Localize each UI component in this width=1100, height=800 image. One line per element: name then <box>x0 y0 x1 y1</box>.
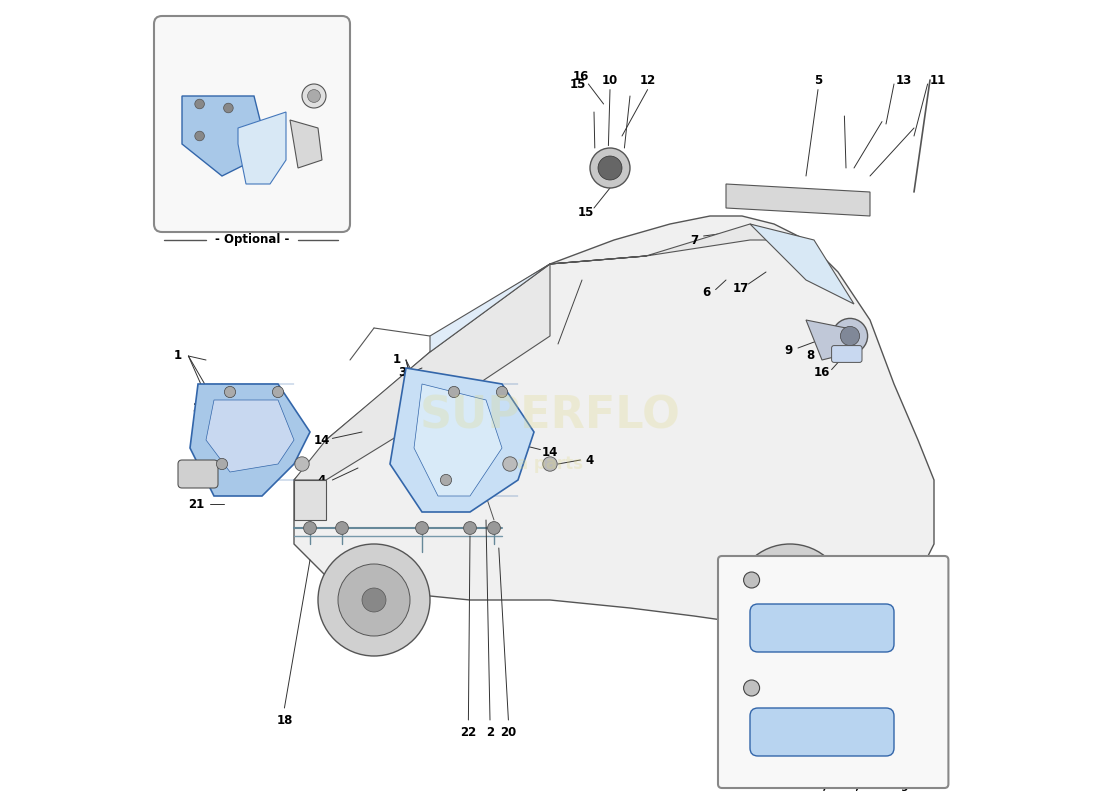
Polygon shape <box>750 224 854 304</box>
Circle shape <box>496 386 507 398</box>
Circle shape <box>338 564 410 636</box>
FancyBboxPatch shape <box>154 16 350 232</box>
Text: 13: 13 <box>895 74 912 86</box>
FancyBboxPatch shape <box>750 708 894 756</box>
Circle shape <box>754 564 826 636</box>
Circle shape <box>734 544 846 656</box>
FancyBboxPatch shape <box>832 346 862 362</box>
Text: 6: 6 <box>702 286 711 298</box>
Text: 15: 15 <box>570 78 586 90</box>
Circle shape <box>598 156 622 180</box>
Circle shape <box>336 522 349 534</box>
Circle shape <box>590 148 630 188</box>
Circle shape <box>778 588 802 612</box>
Text: 17: 17 <box>733 282 748 294</box>
Text: 1: 1 <box>393 354 400 366</box>
Circle shape <box>195 99 205 109</box>
Circle shape <box>295 457 309 471</box>
Text: - Optional -: - Optional - <box>216 234 289 246</box>
Polygon shape <box>430 256 646 352</box>
Text: 14: 14 <box>314 434 330 446</box>
FancyBboxPatch shape <box>750 604 894 652</box>
Polygon shape <box>806 320 854 360</box>
Text: 5: 5 <box>814 74 822 86</box>
Polygon shape <box>238 112 286 184</box>
Text: 7: 7 <box>690 234 698 246</box>
Text: 8: 8 <box>806 350 814 362</box>
Polygon shape <box>294 264 550 480</box>
FancyBboxPatch shape <box>718 556 948 788</box>
Text: 26: 26 <box>250 222 266 232</box>
Text: 14: 14 <box>542 446 558 458</box>
Text: 20: 20 <box>500 726 517 738</box>
Text: 18: 18 <box>276 714 293 726</box>
Circle shape <box>362 588 386 612</box>
Circle shape <box>503 457 517 471</box>
Circle shape <box>195 131 205 141</box>
Text: Valid for USA, CDN, USA Light: Valid for USA, CDN, USA Light <box>746 781 921 790</box>
Text: 2: 2 <box>486 726 494 738</box>
Polygon shape <box>550 224 790 264</box>
Circle shape <box>542 457 558 471</box>
Text: 12: 12 <box>639 74 656 86</box>
Text: 21: 21 <box>188 498 205 510</box>
Text: 19: 19 <box>186 462 202 474</box>
Polygon shape <box>390 368 534 512</box>
Text: 15: 15 <box>578 206 594 218</box>
Circle shape <box>744 572 760 588</box>
Polygon shape <box>726 184 870 216</box>
Circle shape <box>302 84 326 108</box>
Text: a parts: a parts <box>517 455 583 473</box>
Text: 16: 16 <box>814 366 830 378</box>
Text: 10: 10 <box>602 74 618 86</box>
FancyBboxPatch shape <box>178 460 218 488</box>
Text: 3: 3 <box>192 402 200 414</box>
Circle shape <box>833 318 868 354</box>
Text: 3: 3 <box>398 366 406 378</box>
Polygon shape <box>294 216 934 624</box>
Circle shape <box>416 522 428 534</box>
Circle shape <box>744 680 760 696</box>
Circle shape <box>840 326 859 346</box>
Text: 11: 11 <box>930 74 946 86</box>
Circle shape <box>308 90 320 102</box>
Circle shape <box>463 522 476 534</box>
Text: 24: 24 <box>910 703 926 713</box>
Text: 22: 22 <box>460 726 476 738</box>
Circle shape <box>440 474 452 486</box>
Polygon shape <box>294 480 326 520</box>
Text: SUPERFLO: SUPERFLO <box>419 394 681 438</box>
Circle shape <box>449 386 460 398</box>
Text: 4: 4 <box>318 474 326 486</box>
Circle shape <box>304 522 317 534</box>
Circle shape <box>487 522 500 534</box>
Polygon shape <box>290 120 322 168</box>
Text: 23: 23 <box>911 603 926 613</box>
Text: Vale per USA, CDN, USA Light: Vale per USA, CDN, USA Light <box>746 763 921 773</box>
Text: 9: 9 <box>784 344 792 357</box>
Polygon shape <box>414 384 502 496</box>
Text: 25: 25 <box>198 222 213 232</box>
Circle shape <box>224 386 235 398</box>
Text: 16: 16 <box>572 70 588 82</box>
Circle shape <box>217 458 228 470</box>
Polygon shape <box>206 400 294 472</box>
Polygon shape <box>190 384 310 496</box>
Polygon shape <box>182 96 262 176</box>
Circle shape <box>273 386 284 398</box>
Circle shape <box>223 103 233 113</box>
Circle shape <box>318 544 430 656</box>
Text: 4: 4 <box>586 454 594 466</box>
Text: 1: 1 <box>174 350 183 362</box>
